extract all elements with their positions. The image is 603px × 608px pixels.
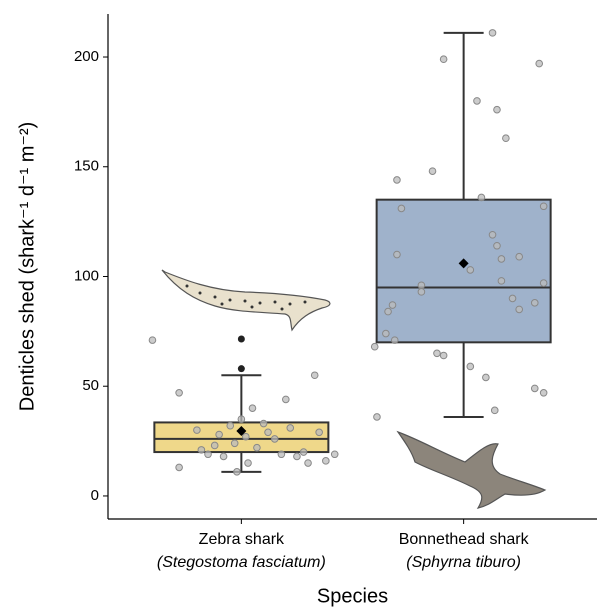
- data-point: [498, 256, 505, 263]
- outlier: [238, 365, 245, 372]
- y-tick-label: 200: [74, 48, 99, 65]
- data-point: [516, 253, 523, 260]
- box: [377, 200, 551, 343]
- data-point: [383, 330, 390, 337]
- data-point: [260, 420, 267, 427]
- data-point: [489, 231, 496, 238]
- data-point: [176, 464, 183, 471]
- data-point: [316, 429, 323, 436]
- data-point: [494, 242, 501, 249]
- data-point: [483, 374, 490, 381]
- data-point: [509, 295, 516, 302]
- y-tick-label: 0: [91, 487, 99, 504]
- data-point: [467, 267, 474, 274]
- data-point: [323, 458, 330, 465]
- data-point: [394, 177, 401, 184]
- data-point: [227, 422, 234, 429]
- data-point: [249, 405, 256, 412]
- data-point: [231, 440, 238, 447]
- data-point: [398, 205, 405, 212]
- data-point: [494, 106, 501, 113]
- data-point: [305, 460, 312, 467]
- data-point: [265, 429, 272, 436]
- data-point: [498, 278, 505, 285]
- x-axis-title: Species: [317, 585, 388, 607]
- data-point: [418, 282, 425, 289]
- data-point: [287, 425, 294, 432]
- data-point: [540, 203, 547, 210]
- data-point: [394, 251, 401, 258]
- data-point: [540, 390, 547, 397]
- data-point: [216, 431, 223, 438]
- bonnethead-shark-illustration: [398, 432, 545, 508]
- data-point: [491, 407, 498, 414]
- data-point: [300, 449, 307, 456]
- data-point: [254, 444, 261, 451]
- data-point: [516, 306, 523, 313]
- data-point: [238, 416, 245, 423]
- data-point: [176, 390, 183, 397]
- chart: 0 50 100 150 200 Denticles shed (shark⁻¹ d⁻¹ …: [0, 0, 603, 608]
- x-tick-label: Zebra shark: [199, 531, 285, 548]
- data-point: [220, 453, 227, 460]
- data-point: [234, 469, 241, 476]
- data-point: [531, 385, 538, 392]
- data-point: [205, 451, 212, 458]
- data-point: [211, 442, 218, 449]
- y-axis-title: Denticles shed (shark⁻¹ d⁻¹ m⁻²): [16, 122, 38, 412]
- data-point: [418, 289, 425, 296]
- data-point: [434, 350, 441, 357]
- data-point: [243, 433, 250, 440]
- data-point: [440, 56, 447, 63]
- data-point: [149, 337, 156, 344]
- data-point: [278, 451, 285, 458]
- data-point: [331, 451, 338, 458]
- data-point: [489, 30, 496, 37]
- data-point: [467, 363, 474, 370]
- data-point: [245, 460, 252, 467]
- x-tick-sublabel: (Sphyrna tiburo): [406, 554, 521, 571]
- data-point: [389, 302, 396, 309]
- data-point: [474, 98, 481, 105]
- data-point: [536, 60, 543, 67]
- data-point: [194, 427, 201, 434]
- data-point: [294, 453, 301, 460]
- x-tick-label: Bonnethead shark: [399, 531, 530, 548]
- data-point: [531, 300, 538, 307]
- data-point: [198, 447, 205, 454]
- data-point: [503, 135, 510, 142]
- x-tick-sublabel: (Stegostoma fasciatum): [157, 554, 326, 571]
- y-tick-label: 50: [82, 377, 99, 394]
- data-point: [371, 343, 378, 350]
- data-point: [391, 337, 398, 344]
- data-point: [540, 280, 547, 287]
- data-point: [478, 194, 485, 201]
- y-tick-label: 100: [74, 267, 99, 284]
- data-point: [385, 308, 392, 315]
- data-point: [271, 436, 278, 443]
- data-point: [429, 168, 436, 175]
- data-point: [440, 352, 447, 359]
- y-tick-label: 150: [74, 158, 99, 175]
- data-point: [283, 396, 290, 403]
- data-point: [311, 372, 318, 379]
- zebra-shark-illustration: [162, 270, 330, 330]
- data-point: [374, 414, 381, 421]
- outlier: [238, 336, 245, 343]
